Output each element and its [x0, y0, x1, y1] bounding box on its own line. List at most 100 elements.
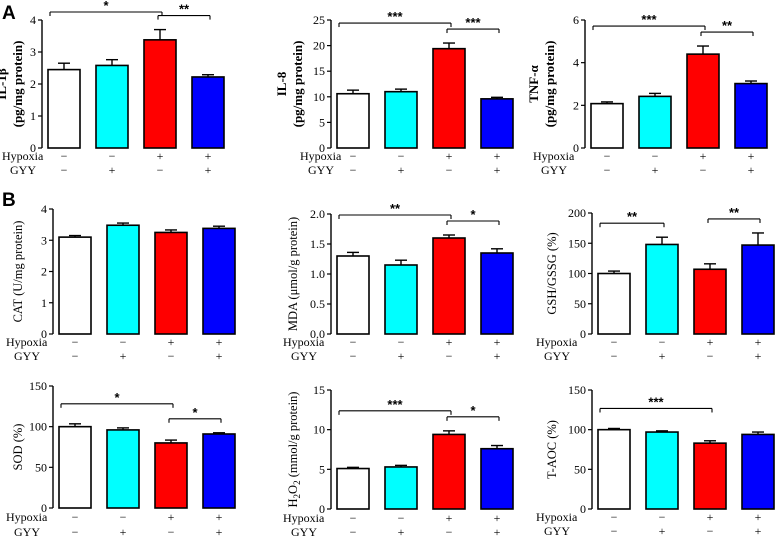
gyy-sign-0: − — [350, 163, 357, 177]
gyy-sign-0: − — [72, 349, 79, 363]
y-axis-label: GSH/GSSG (%) — [545, 232, 559, 314]
row-label-hypoxia: Hypoxia — [2, 149, 44, 163]
significance-label: * — [192, 405, 198, 420]
row-label-hypoxia: Hypoxia — [300, 149, 342, 163]
hypoxia-sign-2: + — [707, 335, 714, 349]
y-tick-label: 0.0 — [310, 327, 325, 341]
row-label-gyy: GYY — [544, 524, 570, 538]
gyy-sign-0: − — [61, 163, 68, 177]
bar-3 — [191, 76, 225, 149]
y-tick-label: 20 — [313, 39, 325, 53]
hypoxia-sign-3: + — [748, 149, 755, 163]
hypoxia-sign-1: − — [659, 335, 666, 349]
y-tick-label: 4 — [30, 13, 36, 27]
y-tick-label: 1 — [30, 109, 36, 123]
bar-1 — [384, 466, 418, 510]
gyy-sign-2: − — [168, 525, 175, 539]
hypoxia-sign-0: − — [72, 335, 79, 349]
y-tick-label: 50 — [574, 462, 586, 476]
significance-label: ** — [729, 205, 740, 220]
gyy-sign-3: + — [748, 163, 755, 177]
row-label-gyy: GYY — [541, 163, 567, 177]
significance-label: ** — [179, 2, 190, 17]
y-tick-label: 100 — [568, 267, 586, 281]
significance-label: ** — [627, 209, 638, 224]
hypoxia-sign-1: − — [398, 335, 405, 349]
gyy-sign-3: + — [494, 349, 501, 363]
row-label-hypoxia: Hypoxia — [6, 510, 48, 524]
bar-1 — [638, 95, 672, 149]
bar-1 — [95, 64, 129, 149]
bar-0 — [597, 272, 631, 335]
gyy-sign-2: − — [700, 163, 707, 177]
gyy-sign-2: − — [707, 349, 714, 363]
hypoxia-sign-1: − — [652, 149, 659, 163]
y-tick-label: 4 — [573, 56, 579, 70]
bar-0 — [597, 428, 631, 510]
row-label-gyy: GYY — [10, 163, 36, 177]
y-tick-label: 0 — [41, 501, 47, 515]
hypoxia-sign-1: − — [398, 149, 405, 163]
gyy-sign-1: + — [120, 525, 127, 539]
gyy-sign-1: + — [659, 524, 666, 538]
row-label-hypoxia: Hypoxia — [536, 335, 578, 349]
bar-2 — [432, 47, 466, 149]
hypoxia-sign-2: + — [700, 149, 707, 163]
bar-1 — [384, 264, 418, 335]
hypoxia-sign-1: − — [398, 511, 405, 525]
gyy-sign-0: − — [611, 349, 618, 363]
significance-label: *** — [648, 394, 664, 409]
y-tick-label: 10 — [313, 423, 325, 437]
bar-3 — [202, 227, 236, 335]
significance-label: *** — [387, 397, 403, 412]
hypoxia-sign-2: + — [168, 510, 175, 524]
significance-label: *** — [465, 15, 481, 30]
bar-2 — [693, 442, 727, 510]
bar-3 — [741, 244, 775, 335]
hypoxia-sign-0: − — [611, 510, 618, 524]
gyy-sign-2: − — [157, 163, 164, 177]
y-tick-label: 5 — [319, 462, 325, 476]
y-tick-label: 0 — [30, 141, 36, 155]
gyy-sign-2: − — [446, 349, 453, 363]
row-label-hypoxia: Hypoxia — [6, 335, 48, 349]
bar-0 — [336, 467, 370, 510]
y-axis-label: CAT (U/mg protein) — [11, 221, 25, 323]
row-label-gyy: GYY — [291, 525, 317, 539]
y-tick-label: 15 — [313, 383, 325, 397]
y-tick-label: 1.0 — [310, 267, 325, 281]
gyy-sign-1: + — [109, 163, 116, 177]
hypoxia-sign-1: − — [120, 335, 127, 349]
y-tick-label: 0 — [41, 327, 47, 341]
row-label-gyy: GYY — [14, 349, 40, 363]
y-axis-label: IL-1β(pg/mg protein) — [0, 41, 25, 128]
bar-0 — [336, 255, 370, 335]
bar-2 — [432, 237, 466, 335]
y-tick-label: 150 — [568, 383, 586, 397]
y-tick-label: 25 — [313, 13, 325, 27]
panel-letter-b: B — [2, 190, 16, 211]
hypoxia-sign-1: − — [109, 149, 116, 163]
significance-label: * — [103, 0, 109, 13]
y-tick-label: 2 — [573, 98, 579, 112]
hypoxia-sign-2: + — [446, 511, 453, 525]
bar-1 — [106, 429, 140, 509]
gyy-sign-3: + — [755, 524, 762, 538]
y-axis-label: TNF-α(pg/mg protein) — [526, 41, 557, 128]
hypoxia-sign-3: + — [216, 510, 223, 524]
bar-3 — [480, 447, 514, 510]
gyy-sign-2: − — [446, 525, 453, 539]
gyy-sign-3: + — [216, 349, 223, 363]
hypoxia-sign-1: − — [659, 510, 666, 524]
y-tick-label: 1.5 — [310, 237, 325, 251]
gyy-sign-1: + — [120, 349, 127, 363]
bar-1 — [645, 431, 679, 510]
hypoxia-sign-3: + — [494, 149, 501, 163]
gyy-sign-3: + — [755, 349, 762, 363]
bar-0 — [590, 102, 624, 149]
row-label-gyy: GYY — [308, 163, 334, 177]
y-tick-label: 2.0 — [310, 207, 325, 221]
y-tick-label: 0 — [319, 502, 325, 516]
hypoxia-sign-3: + — [755, 335, 762, 349]
